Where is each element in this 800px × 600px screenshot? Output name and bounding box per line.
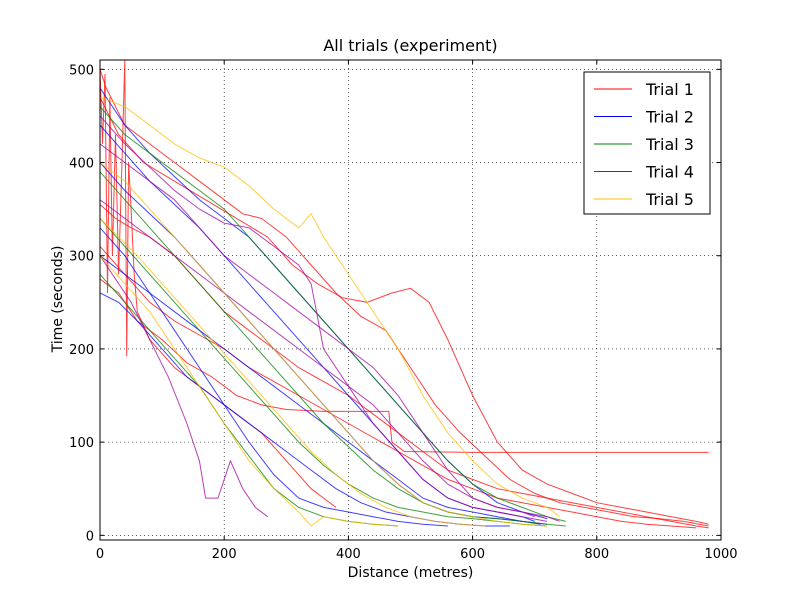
legend-label: Trial 2 (645, 108, 694, 127)
legend-label: Trial 3 (645, 135, 694, 154)
series-line-trial-4 (100, 255, 268, 518)
series-line-trial-3 (100, 171, 566, 527)
series-line-trial-1 (100, 246, 697, 529)
chart-title: All trials (experiment) (323, 36, 498, 55)
series-line-trial-5 (100, 255, 399, 527)
x-tick-label: 800 (584, 547, 609, 562)
series-line-trial-5 (100, 162, 548, 527)
x-axis-label: Distance (metres) (347, 565, 474, 581)
legend-label: Trial 5 (645, 190, 694, 209)
legend: Trial 1 Trial 2 Trial 3 Trial 4 Trial 5 (583, 71, 711, 215)
series-line-trial-2 (100, 87, 548, 520)
x-tick-label: 400 (336, 547, 361, 562)
series-line-trial-2 (100, 227, 448, 527)
x-tick-label: 600 (460, 547, 485, 562)
legend-label: Trial 1 (645, 80, 694, 99)
series-line-trial-4 (100, 199, 560, 522)
y-tick-label: 300 (69, 250, 94, 265)
series-line-trial-3 (100, 218, 548, 527)
y-tick-label: 500 (69, 63, 94, 78)
legend-label: Trial 4 (645, 163, 694, 182)
y-tick-label: 400 (69, 157, 94, 172)
plot-area (100, 60, 709, 529)
series-line-trial-1 (100, 204, 709, 529)
series-line-trial-4 (100, 115, 548, 522)
x-tick-label: 0 (96, 547, 104, 562)
x-tick-label: 200 (212, 547, 237, 562)
series-line-trial-1 (100, 278, 709, 453)
series-line-trial-3 (100, 106, 566, 522)
series-line-trial-4 (100, 143, 535, 518)
axis-ticks: 0 200 400 600 800 1000 0 100 200 300 400 500 (69, 60, 738, 562)
series-line-trial-1 (100, 97, 709, 525)
y-tick-label: 200 (69, 343, 94, 358)
y-tick-label: 100 (69, 436, 94, 451)
series-line-trial-5 (100, 218, 486, 527)
series-line-trial-2 (100, 124, 535, 522)
legend-box (583, 71, 711, 215)
axes-frame (99, 59, 722, 541)
series-line-trial-2 (100, 255, 548, 525)
y-tick-label: 0 (86, 529, 94, 544)
series-line-trial-5 (100, 96, 560, 518)
x-tick-label: 1000 (704, 547, 737, 562)
